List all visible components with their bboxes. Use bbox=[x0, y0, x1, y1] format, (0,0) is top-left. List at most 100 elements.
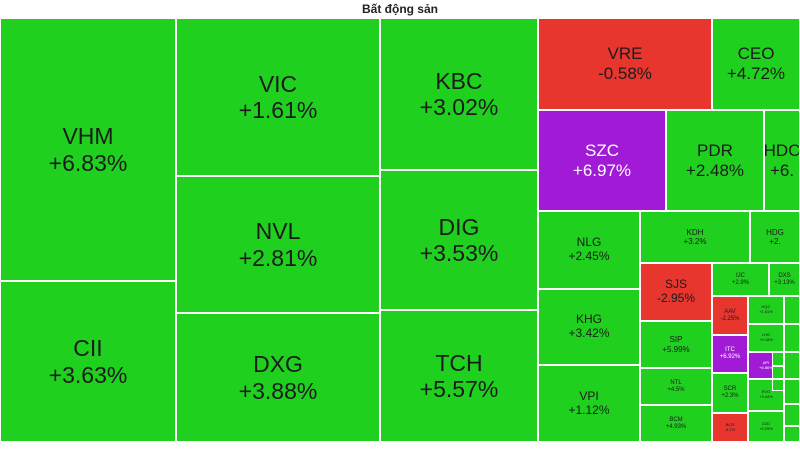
stock-tile-itc[interactable]: ITC +6.92% bbox=[712, 335, 748, 373]
stock-change: +3.02% bbox=[419, 94, 499, 120]
stock-symbol: VHM bbox=[62, 123, 114, 150]
stock-symbol: VPI bbox=[579, 388, 599, 403]
stock-tile[interactable] bbox=[772, 366, 784, 379]
stock-change: +3.88% bbox=[238, 377, 318, 404]
stock-change: +1.12% bbox=[568, 402, 610, 417]
stock-tile-vhm[interactable]: VHM +6.83% bbox=[0, 18, 176, 281]
stock-symbol: BCM bbox=[669, 416, 683, 423]
stock-symbol: D2D bbox=[761, 420, 770, 426]
stock-tile-khg[interactable]: KHG +3.42% bbox=[538, 289, 640, 365]
stock-tile-aav[interactable]: AAV -2.25% bbox=[712, 296, 748, 335]
stock-tile-vic[interactable]: VIC +1.61% bbox=[176, 18, 380, 176]
stock-tile-kdh[interactable]: KDH +3.2% bbox=[640, 211, 750, 263]
stock-change: +4.93% bbox=[665, 423, 687, 430]
stock-tile-nvl[interactable]: NVL +2.81% bbox=[176, 176, 380, 313]
stock-symbol: PDR bbox=[697, 140, 733, 160]
stock-tile-vre[interactable]: VRE -0.58% bbox=[538, 18, 712, 110]
page-title: Bất động sản bbox=[361, 2, 438, 16]
stock-change: +2. bbox=[769, 237, 781, 246]
stock-tile-bcm[interactable]: BCM +4.93% bbox=[640, 405, 712, 442]
stock-symbol: SZC bbox=[585, 140, 619, 160]
stock-tile[interactable] bbox=[784, 352, 800, 379]
stock-tile[interactable] bbox=[772, 352, 784, 366]
stock-tile[interactable] bbox=[784, 324, 800, 352]
stock-tile-dxg[interactable]: DXG +3.88% bbox=[176, 313, 380, 442]
stock-change: +2.3% bbox=[721, 393, 739, 399]
stock-tile-vpi[interactable]: VPI +1.12% bbox=[538, 365, 640, 442]
stock-tile-d2d[interactable]: D2D +0.29% bbox=[748, 411, 784, 442]
stock-tile-ceo[interactable]: CEO +4.72% bbox=[712, 18, 800, 110]
stock-change: +6.92% bbox=[719, 354, 741, 360]
stock-symbol: SJS bbox=[664, 277, 687, 292]
stock-tile-kbc[interactable]: KBC +3.02% bbox=[380, 18, 538, 170]
stock-tile-cii[interactable]: CII +3.63% bbox=[0, 281, 176, 442]
sector-treemap: VHM +6.83% CII +3.63% VIC +1.61% NVL +2.81% DXG +… bbox=[0, 18, 800, 442]
stock-change: +6. bbox=[769, 160, 795, 180]
stock-change: +6.83% bbox=[48, 149, 128, 176]
stock-symbol: ITC bbox=[725, 347, 735, 354]
stock-tile-ntl[interactable]: NTL +4.5% bbox=[640, 368, 712, 405]
stock-change: +3.2% bbox=[683, 237, 707, 246]
stock-symbol: IJC bbox=[736, 272, 745, 279]
stock-tile[interactable] bbox=[784, 404, 800, 426]
stock-change: +2.48% bbox=[685, 160, 745, 180]
stock-tile[interactable] bbox=[784, 296, 800, 324]
stock-tile[interactable] bbox=[772, 379, 784, 391]
stock-tile-nlg[interactable]: NLG +2.45% bbox=[538, 211, 640, 289]
stock-symbol: DIG bbox=[438, 213, 480, 240]
stock-symbol: SIP bbox=[669, 335, 683, 345]
stock-change: +4.72% bbox=[726, 64, 786, 83]
stock-change: -2.95% bbox=[656, 291, 696, 305]
stock-change: +3.63% bbox=[48, 361, 128, 388]
stock-change: +6.86% bbox=[759, 364, 773, 370]
stock-tile-scr[interactable]: SCR +2.3% bbox=[712, 373, 748, 413]
stock-tile-dxs[interactable]: DXS +3.13% bbox=[769, 263, 800, 296]
stock-tile-hdc[interactable]: HDC +6. bbox=[764, 110, 800, 211]
stock-change: +1.61% bbox=[238, 97, 318, 123]
stock-change: +3.42% bbox=[568, 326, 610, 340]
stock-symbol: NVL bbox=[255, 218, 301, 245]
stock-change: -2.25% bbox=[720, 315, 740, 322]
stock-change: +5.99% bbox=[662, 344, 690, 354]
stock-tile-dig[interactable]: DIG +3.53% bbox=[380, 170, 538, 310]
stock-symbol: HDG bbox=[766, 227, 784, 237]
stock-symbol: TCH bbox=[435, 349, 483, 376]
stock-tile-bcr[interactable]: BCR -8.7% bbox=[712, 413, 748, 442]
stock-symbol: KDH bbox=[686, 227, 704, 237]
stock-symbol: KBC bbox=[435, 67, 483, 94]
stock-change: +5.57% bbox=[419, 376, 499, 402]
stock-symbol: NTL bbox=[670, 379, 682, 386]
stock-symbol: BCR bbox=[725, 421, 735, 427]
stock-change: +3.44% bbox=[759, 394, 773, 399]
stock-change: +4.5% bbox=[667, 386, 685, 393]
stock-symbol: VIC bbox=[258, 70, 298, 97]
stock-tile-pdr[interactable]: PDR +2.48% bbox=[666, 110, 764, 211]
stock-change: +6.97% bbox=[572, 160, 632, 180]
stock-symbol: CII bbox=[73, 335, 103, 362]
stock-change: +2.45% bbox=[568, 249, 610, 263]
stock-symbol: NLG bbox=[576, 235, 602, 250]
stock-symbol: DXG bbox=[253, 351, 303, 378]
stock-tile-hqc[interactable]: HQC +1.81% bbox=[748, 296, 784, 324]
stock-tile-lhg[interactable]: LHG +5.18% bbox=[748, 324, 784, 352]
stock-tile-sip[interactable]: SIP +5.99% bbox=[640, 321, 712, 368]
stock-change: +3.53% bbox=[419, 240, 499, 266]
stock-tile-hdg[interactable]: HDG +2. bbox=[750, 211, 800, 263]
stock-tile-szc[interactable]: SZC +6.97% bbox=[538, 110, 666, 211]
stock-change: +2.9% bbox=[731, 279, 750, 286]
stock-symbol: EVG bbox=[761, 389, 771, 395]
stock-change: -8.7% bbox=[724, 426, 736, 432]
stock-change: +1.81% bbox=[759, 309, 773, 314]
stock-change: -0.58% bbox=[598, 64, 652, 83]
stock-change: +3.13% bbox=[774, 279, 795, 286]
stock-tile[interactable] bbox=[784, 426, 800, 442]
stock-symbol: CEO bbox=[737, 44, 775, 64]
stock-tile-ijc[interactable]: IJC +2.9% bbox=[712, 263, 769, 296]
stock-tile-tch[interactable]: TCH +5.57% bbox=[380, 310, 538, 442]
stock-symbol: DXS bbox=[778, 272, 791, 279]
stock-tile[interactable] bbox=[784, 379, 800, 404]
stock-symbol: AAV bbox=[724, 308, 736, 315]
stock-tile-sjs[interactable]: SJS -2.95% bbox=[640, 263, 712, 321]
stock-symbol: HQC bbox=[761, 304, 771, 310]
stock-change: +0.29% bbox=[759, 425, 773, 431]
